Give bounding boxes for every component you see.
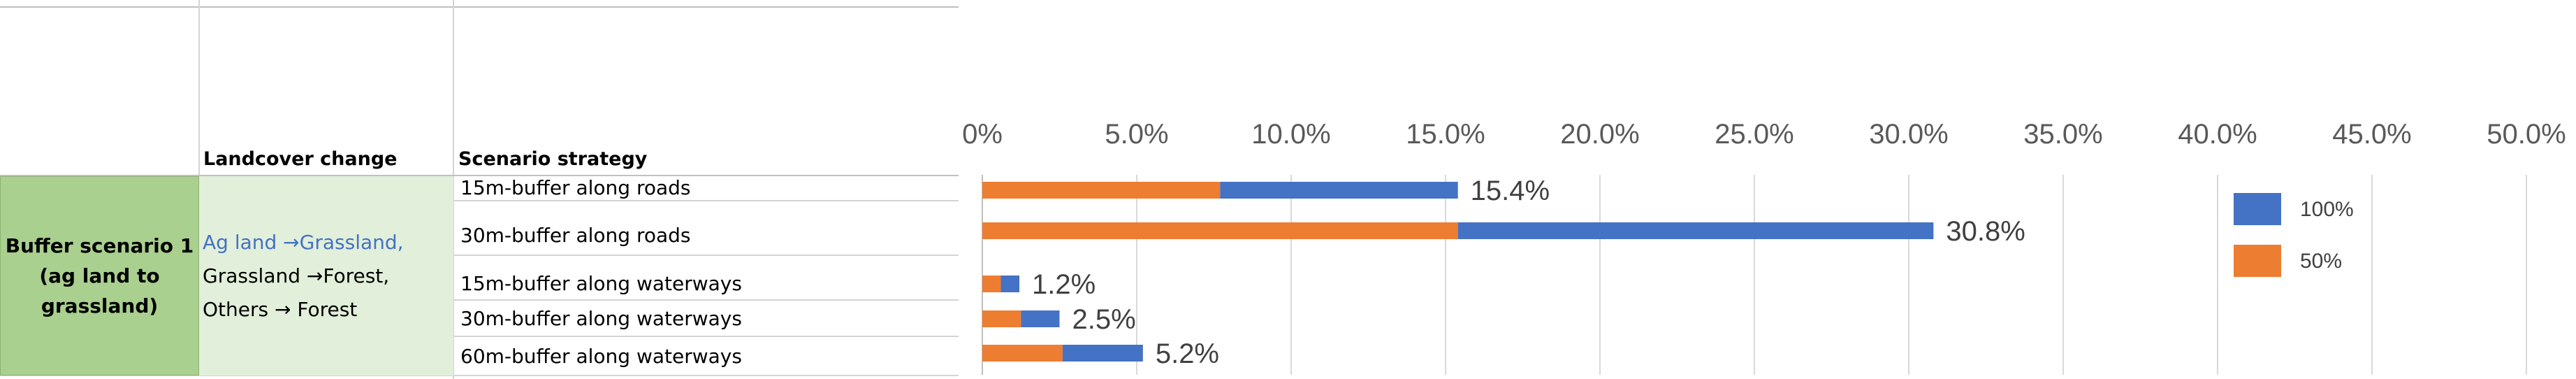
bar-segment bbox=[982, 276, 1001, 292]
bar-segment bbox=[982, 182, 1221, 199]
scenario-line: grassland) bbox=[41, 294, 159, 317]
strategy-row: 30m-buffer along roads bbox=[460, 223, 691, 247]
x-tick-label: 15.0% bbox=[1406, 119, 1485, 150]
scenario-line: Buffer scenario 1 bbox=[5, 234, 194, 257]
data-label: 1.2% bbox=[1032, 269, 1096, 300]
legend-swatch bbox=[2234, 245, 2281, 277]
landcover-line: Ag land →Grassland, bbox=[203, 230, 404, 254]
landcover-line: Others → Forest bbox=[203, 297, 358, 321]
strategy-row: 30m-buffer along waterways bbox=[460, 306, 742, 330]
scenario-line: (ag land to bbox=[39, 264, 160, 287]
x-tick-label: 10.0% bbox=[1251, 119, 1330, 150]
table-gridlines bbox=[0, 0, 959, 379]
x-tick-label: 35.0% bbox=[2023, 119, 2102, 150]
bar-segment bbox=[1062, 345, 1143, 362]
x-tick-label: 30.0% bbox=[1869, 119, 1948, 150]
legend-label: 100% bbox=[2300, 198, 2354, 221]
strategy-row: 15m-buffer along roads bbox=[460, 176, 691, 199]
bar-segment bbox=[1220, 182, 1458, 199]
data-label: 5.2% bbox=[1156, 338, 1219, 369]
header-landcover-change: Landcover change bbox=[203, 148, 398, 170]
strategy-row: 60m-buffer along waterways bbox=[460, 344, 742, 368]
x-tick-label: 5.0% bbox=[1105, 119, 1168, 150]
x-tick-label: 0% bbox=[962, 119, 1003, 150]
legend-label: 50% bbox=[2300, 250, 2342, 273]
bar-segment bbox=[1021, 310, 1060, 327]
spreadsheet-table: Landcover change Scenario strategy Buffe… bbox=[0, 0, 959, 379]
stacked-bar-chart: 0% 5.0% 10.0% 15.0% 20.0% 25.0% 30.0% 35.0% 40.0… bbox=[962, 119, 2566, 375]
x-tick-label: 50.0% bbox=[2487, 119, 2566, 150]
bar-segment bbox=[982, 222, 1458, 239]
bar-segment bbox=[1457, 222, 1934, 239]
bar-segment bbox=[982, 345, 1063, 362]
x-tick-label: 40.0% bbox=[2178, 119, 2257, 150]
x-tick-label: 45.0% bbox=[2332, 119, 2411, 150]
bar-segment bbox=[982, 310, 1021, 327]
scenario-cell: Buffer scenario 1 (ag land to grassland) bbox=[0, 176, 199, 376]
header-scenario-strategy: Scenario strategy bbox=[458, 148, 648, 170]
bar-segment bbox=[1000, 276, 1020, 292]
data-label: 30.8% bbox=[1946, 216, 2025, 247]
data-label: 15.4% bbox=[1471, 176, 1550, 206]
x-tick-label: 20.0% bbox=[1560, 119, 1639, 150]
x-tick-label: 25.0% bbox=[1715, 119, 1793, 150]
landcover-cell: Ag land →Grassland, Grassland →Forest, O… bbox=[199, 176, 453, 376]
data-label: 2.5% bbox=[1072, 304, 1136, 335]
strategy-row: 15m-buffer along waterways bbox=[460, 271, 742, 295]
landcover-line: Grassland →Forest, bbox=[203, 264, 390, 287]
legend-swatch bbox=[2234, 193, 2281, 225]
